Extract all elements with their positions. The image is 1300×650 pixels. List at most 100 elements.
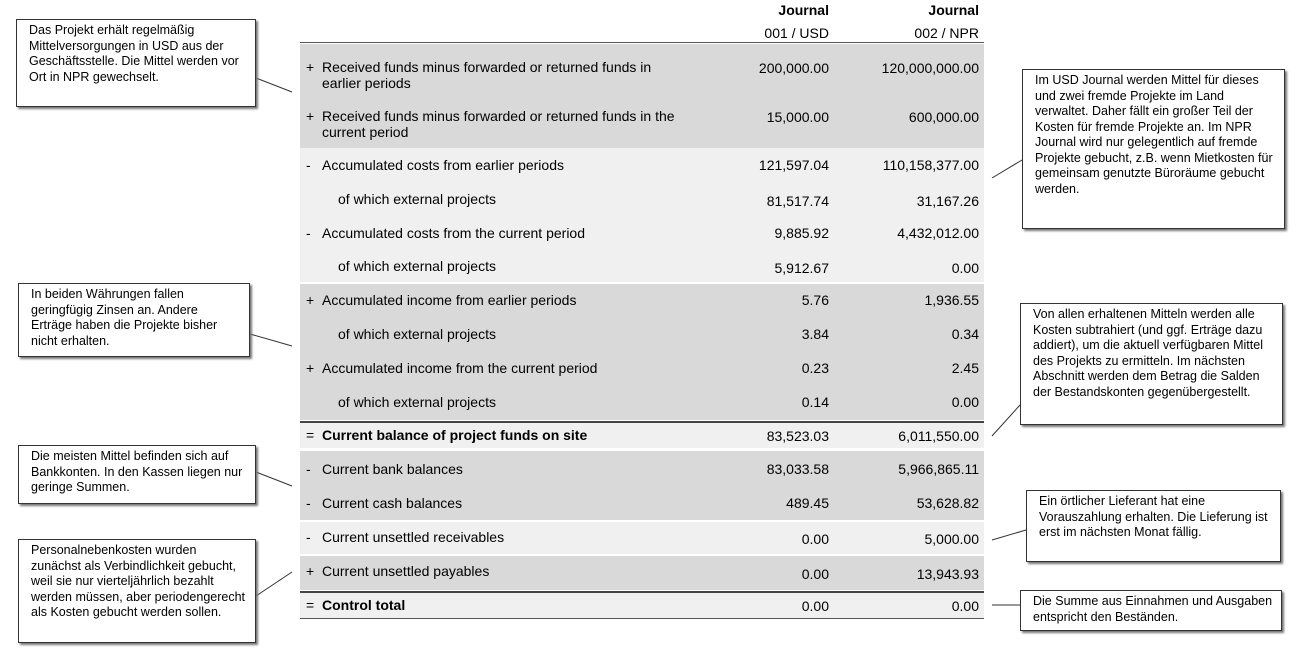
row-value-usd: 121,597.04 bbox=[758, 157, 829, 173]
row-label: Received funds minus forwarded or return… bbox=[322, 59, 652, 91]
journal-header-usd: Journal bbox=[778, 2, 829, 18]
row-value-npr: 13,943.93 bbox=[916, 566, 979, 582]
row-label: of which external projects bbox=[338, 191, 496, 207]
table-row: of which external projects 5,912.67 0.00 bbox=[300, 258, 984, 276]
row-value-npr: 53,628.82 bbox=[916, 495, 979, 511]
currency-header-npr: 002 / NPR bbox=[914, 25, 979, 41]
table-row: + Received funds minus forwarded or retu… bbox=[300, 108, 984, 142]
table-row: - Current unsettled receivables 0.00 5,0… bbox=[300, 529, 984, 547]
table-row: of which external projects 0.14 0.00 bbox=[300, 394, 984, 412]
note-personnel-costs: Personalnebenkosten wurden zunächst als … bbox=[18, 539, 256, 643]
row-value-usd: 0.00 bbox=[801, 531, 829, 547]
table-row: - Current bank balances 83,033.58 5,966,… bbox=[300, 461, 984, 479]
row-sign: + bbox=[306, 292, 315, 308]
row-label: Accumulated income from earlier periods bbox=[322, 292, 577, 308]
row-value-npr: 4,432,012.00 bbox=[897, 225, 979, 241]
row-sign: + bbox=[306, 108, 315, 124]
row-value-usd: 83,033.58 bbox=[766, 461, 829, 477]
row-sign: + bbox=[306, 59, 315, 75]
row-sign: = bbox=[306, 597, 315, 613]
row-sign: - bbox=[306, 495, 311, 511]
row-label: Current bank balances bbox=[322, 461, 463, 477]
row-value-npr: 2.45 bbox=[951, 360, 979, 376]
row-label: Control total bbox=[322, 597, 406, 613]
table-row-balance: = Current balance of project funds on si… bbox=[300, 427, 984, 445]
row-value-npr: 0.34 bbox=[951, 326, 979, 342]
row-sign: + bbox=[306, 360, 315, 376]
row-value-npr: 6,011,550.00 bbox=[898, 428, 979, 444]
row-value-npr: 5,000.00 bbox=[924, 531, 980, 547]
table-row: + Accumulated income from the current pe… bbox=[300, 360, 984, 378]
row-label: Accumulated income from the current peri… bbox=[322, 360, 598, 376]
row-value-npr: 0.00 bbox=[951, 598, 979, 614]
row-sign: - bbox=[306, 157, 311, 173]
table-row-group-received bbox=[300, 44, 984, 148]
row-value-usd: 200,000.00 bbox=[758, 60, 829, 76]
row-value-npr: 110,158,377.00 bbox=[882, 157, 979, 173]
row-label: Accumulated costs from the current perio… bbox=[322, 225, 586, 241]
row-value-usd: 0.00 bbox=[801, 598, 829, 614]
row-label: of which external projects bbox=[338, 258, 496, 274]
header-separator bbox=[300, 42, 984, 43]
table-row: + Current unsettled payables 0.00 13,943… bbox=[300, 563, 984, 582]
table-row: - Accumulated costs from earlier periods… bbox=[300, 157, 984, 175]
note-usd-journal: Im USD Journal werden Mittel für dieses … bbox=[1022, 69, 1285, 229]
row-value-usd: 0.14 bbox=[801, 394, 829, 410]
row-value-usd: 9,885.92 bbox=[774, 225, 830, 241]
row-value-usd: 0.23 bbox=[801, 360, 829, 376]
currency-header-usd: 001 / USD bbox=[764, 25, 829, 41]
row-value-npr: 120,000,000.00 bbox=[881, 60, 979, 76]
table-row-group-balance bbox=[300, 423, 984, 448]
table-row-group-income bbox=[300, 284, 984, 420]
control-top-separator bbox=[300, 591, 984, 593]
table-row: of which external projects 81,517.74 31,… bbox=[300, 191, 984, 209]
row-label: Current balance of project funds on site bbox=[322, 427, 588, 443]
row-value-npr: 600,000.00 bbox=[908, 109, 979, 125]
row-value-usd: 489.45 bbox=[786, 495, 829, 511]
row-value-usd: 15,000.00 bbox=[766, 109, 829, 125]
journal-header-npr: Journal bbox=[928, 2, 979, 18]
row-value-usd: 0.00 bbox=[801, 566, 829, 582]
row-label: Accumulated costs from earlier periods bbox=[322, 157, 564, 173]
table-row: + Accumulated income from earlier period… bbox=[300, 292, 984, 310]
table-row: - Current cash balances 489.45 53,628.82 bbox=[300, 495, 984, 513]
control-bottom-separator bbox=[300, 618, 984, 619]
table-row-group-receivables bbox=[300, 522, 984, 554]
note-funds-supply: Das Projekt erhält regelmäßig Mittelvers… bbox=[16, 19, 256, 107]
note-control-sum: Die Summe aus Einnahmen und Ausgaben ent… bbox=[1020, 590, 1282, 631]
note-supplier: Ein örtlicher Lieferant hat eine Vorausz… bbox=[1026, 490, 1281, 562]
row-value-npr: 0.00 bbox=[951, 260, 979, 276]
row-sign: - bbox=[306, 225, 311, 241]
row-value-npr: 1,936.55 bbox=[924, 292, 980, 308]
row-label: Current unsettled payables bbox=[322, 563, 490, 579]
row-sign: - bbox=[306, 461, 311, 477]
row-value-usd: 3.84 bbox=[801, 326, 829, 342]
table-row-control-total: = Control total 0.00 0.00 bbox=[300, 597, 984, 615]
row-label: of which external projects bbox=[338, 326, 496, 342]
row-value-npr: 5,966,865.11 bbox=[898, 461, 979, 477]
row-sign: + bbox=[306, 563, 315, 579]
table-row-group-control bbox=[300, 593, 984, 618]
row-sign: - bbox=[306, 529, 311, 545]
note-available-funds: Von allen erhaltenen Mitteln werden alle… bbox=[1020, 303, 1283, 425]
row-label: Received funds minus forwarded or return… bbox=[322, 108, 675, 140]
table-row-group-costs bbox=[300, 148, 984, 282]
table-row: + Received funds minus forwarded or retu… bbox=[300, 59, 984, 93]
row-label: Current unsettled receivables bbox=[322, 529, 505, 545]
note-bank-accounts: Die meisten Mittel befinden sich auf Ban… bbox=[18, 445, 256, 504]
row-value-npr: 0.00 bbox=[951, 394, 979, 410]
table-row: of which external projects 3.84 0.34 bbox=[300, 326, 984, 344]
row-value-usd: 5,912.67 bbox=[774, 260, 830, 276]
row-value-usd: 83,523.03 bbox=[766, 428, 829, 444]
balance-top-separator bbox=[300, 421, 984, 423]
row-sign: = bbox=[306, 427, 315, 443]
table-row: - Accumulated costs from the current per… bbox=[300, 225, 984, 243]
row-label: of which external projects bbox=[338, 394, 496, 410]
note-interest: In beiden Währungen fallen geringfügig Z… bbox=[18, 283, 250, 357]
row-value-npr: 31,167.26 bbox=[916, 193, 979, 209]
table-row-group-bank-cash bbox=[300, 451, 984, 520]
row-value-usd: 81,517.74 bbox=[766, 193, 829, 209]
row-value-usd: 5.76 bbox=[801, 292, 829, 308]
row-label: Current cash balances bbox=[322, 495, 463, 511]
table-row-group-payables bbox=[300, 556, 984, 590]
